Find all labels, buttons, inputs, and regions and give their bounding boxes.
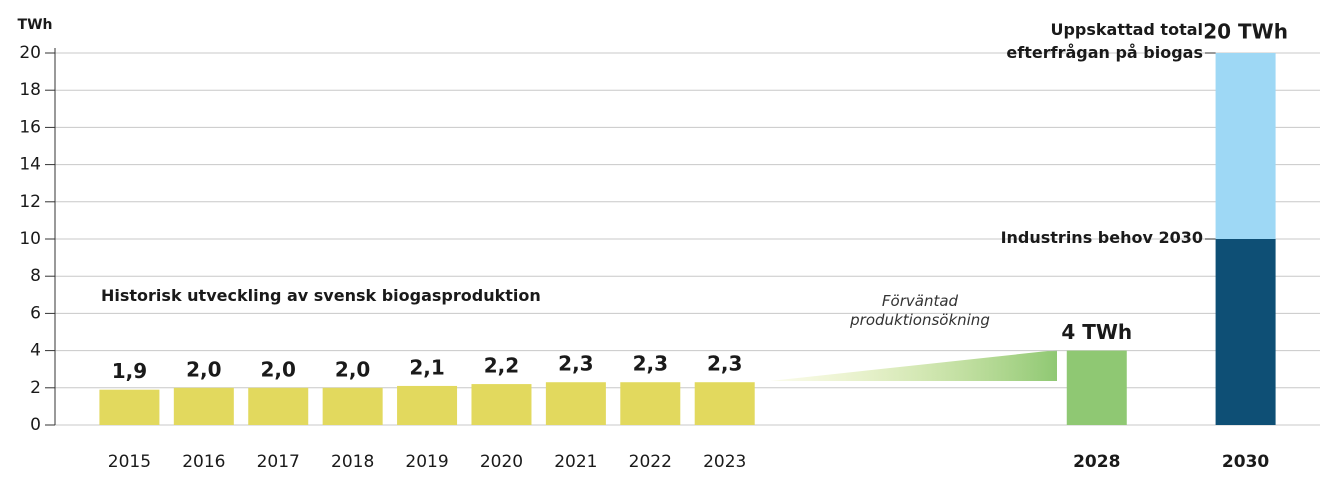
bar [471, 384, 532, 425]
y-tick-label: 4 [30, 341, 41, 361]
y-tick-label: 16 [19, 117, 41, 137]
bar [173, 387, 234, 425]
x-tick-label: 2021 [554, 452, 597, 472]
y-tick-label: 8 [30, 266, 41, 286]
x-tick-label: 2022 [629, 452, 672, 472]
bar [322, 387, 383, 425]
bar [694, 382, 755, 425]
x-tick-label: 2017 [257, 452, 300, 472]
series-label: Uppskattad total efterfrågan på biogas [1006, 20, 1203, 62]
x-tick-label: 2019 [405, 452, 448, 472]
bar [620, 382, 681, 425]
bar [1215, 53, 1276, 239]
x-tick-label: 2028 [1073, 452, 1120, 472]
y-tick-label: 12 [19, 192, 41, 212]
y-tick-label: 14 [19, 155, 41, 175]
growth-wedge [770, 350, 1057, 381]
bar [397, 385, 458, 425]
value-label: 2,1 [409, 355, 444, 379]
x-tick-label: 2018 [331, 452, 374, 472]
y-tick-label: 6 [30, 303, 41, 323]
bar [545, 382, 606, 425]
x-tick-label: 2016 [182, 452, 225, 472]
annotation: Förväntad produktionsökning [850, 292, 990, 329]
x-tick-label: 2020 [480, 452, 523, 472]
y-tick-label: 2 [30, 378, 41, 398]
y-tick-label: 10 [19, 229, 41, 249]
value-label: 2,0 [335, 357, 370, 381]
value-label: 2,0 [186, 357, 221, 381]
bar [1215, 239, 1276, 425]
value-label: 2,2 [484, 354, 519, 378]
y-tick-label: 18 [19, 80, 41, 100]
value-label: 1,9 [112, 359, 147, 383]
series-label: Industrins behov 2030 [1000, 228, 1203, 247]
y-unit: TWh [18, 17, 53, 33]
x-tick-label: 2015 [108, 452, 151, 472]
series-label: Historisk utveckling av svensk biogaspro… [101, 286, 541, 305]
value-label: 2,3 [558, 352, 593, 376]
y-tick-label: 20 [19, 43, 41, 63]
value-label: 2,3 [707, 352, 742, 376]
bar [99, 389, 160, 425]
total-label: 20 TWh [1203, 20, 1288, 44]
value-label: 2,3 [633, 352, 668, 376]
bar [1066, 350, 1127, 425]
value-label: 4 TWh [1061, 320, 1132, 344]
bar [248, 387, 309, 425]
y-tick-label: 0 [30, 415, 41, 435]
x-tick-label: 2023 [703, 452, 746, 472]
value-label: 2,0 [261, 357, 296, 381]
x-tick-label: 2030 [1222, 452, 1269, 472]
